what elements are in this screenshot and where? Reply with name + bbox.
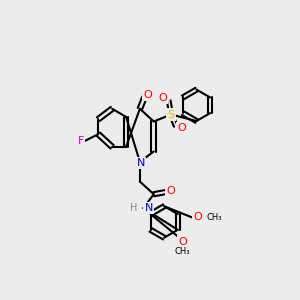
Text: S: S — [167, 110, 175, 119]
Text: F: F — [78, 136, 84, 146]
Text: CH₃: CH₃ — [206, 213, 222, 222]
Text: O: O — [178, 237, 187, 247]
Text: O: O — [193, 212, 202, 222]
Text: N: N — [137, 158, 145, 168]
Text: N: N — [145, 203, 153, 213]
Text: O: O — [177, 123, 186, 134]
Text: O: O — [144, 90, 152, 100]
Text: H: H — [130, 203, 138, 213]
Text: CH₃: CH₃ — [175, 248, 190, 256]
Text: O: O — [159, 93, 167, 103]
Text: O: O — [166, 186, 175, 196]
